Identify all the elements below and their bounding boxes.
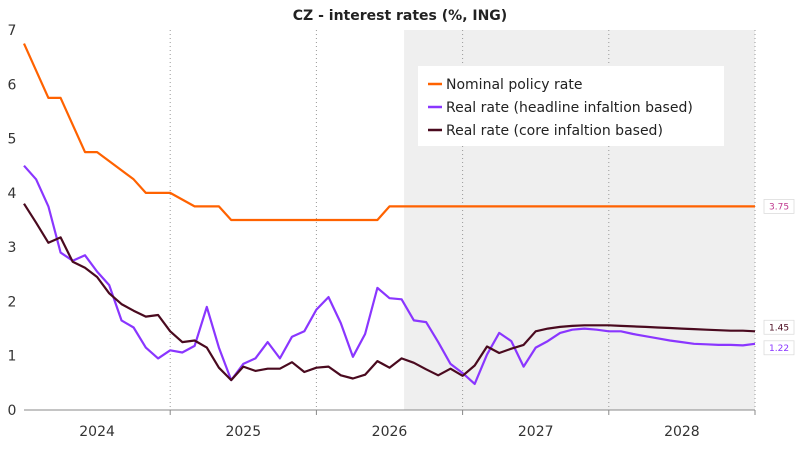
end-value-labels: 3.75 1.45 1.22 bbox=[763, 199, 795, 356]
end-label: 1.45 bbox=[769, 323, 789, 333]
x-tick-label: 2028 bbox=[664, 424, 700, 440]
y-tick-label: 7 bbox=[8, 23, 17, 39]
end-label: 3.75 bbox=[769, 202, 789, 212]
y-tick-label: 6 bbox=[8, 77, 17, 93]
x-axis-ticks: 2024 2025 2026 2027 2028 bbox=[79, 410, 756, 440]
series-lines bbox=[22, 43, 756, 385]
end-label: 1.22 bbox=[769, 344, 789, 354]
end-label-box bbox=[763, 340, 795, 356]
year-gridlines bbox=[169, 30, 756, 410]
y-tick-label: 0 bbox=[8, 403, 17, 419]
legend-box bbox=[418, 66, 724, 146]
legend: Nominal policy rate Real rate (headline i… bbox=[418, 66, 724, 146]
x-tick-label: 2025 bbox=[225, 424, 261, 440]
series-line-1 bbox=[23, 164, 756, 385]
chart-title: CZ - interest rates (%, ING) bbox=[293, 8, 507, 24]
legend-label: Real rate (core infaltion based) bbox=[446, 123, 663, 139]
end-label-box bbox=[763, 199, 795, 214]
end-label-box bbox=[763, 319, 795, 335]
series-line-2 bbox=[23, 203, 756, 382]
y-tick-label: 2 bbox=[8, 294, 17, 310]
series-line-0 bbox=[22, 43, 755, 222]
x-tick-label: 2024 bbox=[79, 424, 115, 440]
legend-label: Nominal policy rate bbox=[446, 77, 582, 93]
y-tick-label: 4 bbox=[8, 186, 17, 202]
legend-label: Real rate (headline infaltion based) bbox=[446, 100, 693, 116]
y-tick-label: 1 bbox=[8, 349, 17, 365]
x-tick-label: 2027 bbox=[518, 424, 554, 440]
y-tick-label: 5 bbox=[8, 132, 17, 148]
y-axis-ticks: 0 1 2 3 4 5 6 7 bbox=[8, 23, 17, 419]
x-tick-label: 2026 bbox=[372, 424, 408, 440]
y-tick-label: 3 bbox=[8, 240, 17, 256]
